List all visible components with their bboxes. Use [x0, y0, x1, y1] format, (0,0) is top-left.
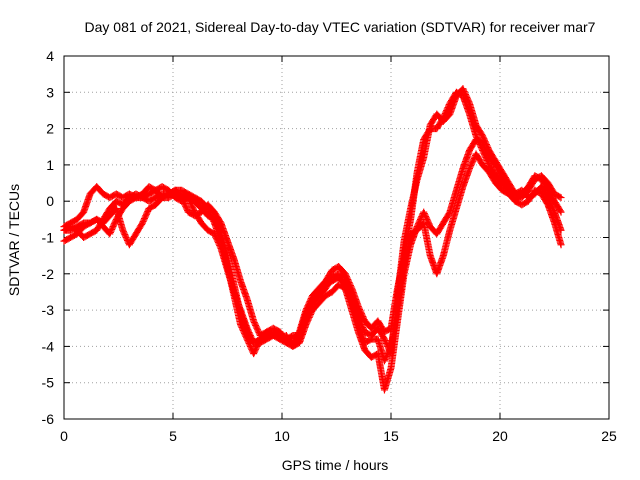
x-tick-label: 10: [274, 428, 290, 444]
x-tick-label: 25: [601, 428, 617, 444]
data-points: [60, 85, 565, 394]
y-tick-label: 4: [46, 48, 54, 64]
y-tick-label: -6: [42, 411, 55, 427]
y-tick-label: -5: [42, 375, 55, 391]
data-point: [557, 194, 565, 202]
y-tick-label: 0: [46, 193, 54, 209]
x-tick-label: 15: [383, 428, 399, 444]
y-tick-label: -1: [42, 230, 55, 246]
data-point-interp: [556, 193, 564, 201]
data-point: [557, 208, 565, 216]
x-axis-label: GPS time / hours: [282, 457, 389, 473]
x-tick-label: 20: [492, 428, 508, 444]
y-tick-label: 1: [46, 157, 54, 173]
axis-ticks: 0 5 10 15 20 25 -6 -5 -4 -3 -2 -1 0 1 2 3 4: [42, 48, 617, 444]
data-point-interp: [556, 207, 564, 215]
y-tick-label: -3: [42, 302, 55, 318]
y-axis-label: SDTVAR / TECUs: [6, 184, 22, 296]
x-tick-label: 5: [169, 428, 177, 444]
series-trace-d: [60, 150, 565, 365]
data-point: [557, 241, 565, 249]
x-tick-label: 0: [60, 428, 68, 444]
y-tick-label: 3: [46, 84, 54, 100]
data-point-interp: [386, 344, 394, 352]
y-tick-label: 2: [46, 121, 54, 137]
y-tick-label: -2: [42, 266, 55, 282]
chart-title: Day 081 of 2021, Sidereal Day-to-day VTE…: [85, 19, 596, 35]
y-tick-label: -4: [42, 338, 55, 354]
